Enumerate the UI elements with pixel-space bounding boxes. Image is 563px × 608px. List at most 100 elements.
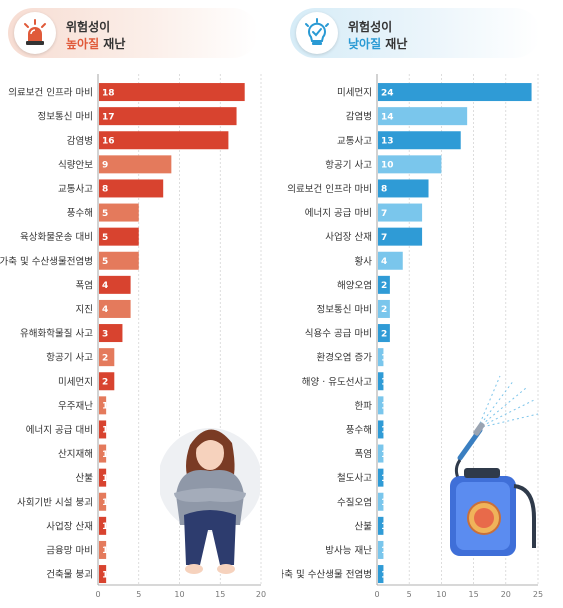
- x-tick-label: 0: [374, 590, 379, 599]
- bar: [99, 131, 229, 150]
- bar-value-label: 1: [102, 474, 108, 484]
- category-label: 에너지 공급 대비: [26, 425, 93, 436]
- bar: [99, 299, 131, 318]
- category-label: 한파: [355, 401, 373, 412]
- category-label: 식용수 공급 마비: [305, 329, 372, 340]
- category-label: 환경오염 증가: [317, 352, 373, 364]
- bar-value-label: 1: [102, 522, 108, 532]
- bar: [378, 251, 403, 270]
- x-tick-label: 15: [215, 590, 225, 599]
- bar-value-label: 1: [102, 426, 108, 436]
- bar-value-label: 3: [102, 329, 108, 339]
- bar: [378, 565, 384, 584]
- x-tick-label: 20: [256, 590, 266, 599]
- bar: [378, 203, 423, 222]
- bar: [378, 444, 384, 463]
- x-tick-label: 0: [95, 590, 100, 599]
- bar: [99, 275, 131, 294]
- bar: [378, 516, 384, 535]
- category-label: 가축 및 수산생물전염병: [0, 255, 93, 267]
- category-label: 미세먼지: [337, 88, 372, 99]
- category-label: 사회기반 시설 붕괴: [17, 497, 93, 508]
- bar: [378, 372, 384, 391]
- bar: [99, 444, 107, 463]
- bar: [99, 155, 172, 174]
- category-label: 교통사고: [337, 136, 372, 147]
- x-tick-label: 10: [174, 590, 184, 599]
- category-label: 수질오염: [337, 496, 372, 508]
- bar-value-label: 10: [381, 161, 394, 171]
- bar: [99, 203, 139, 222]
- bar: [99, 516, 107, 535]
- x-tick-label: 15: [469, 590, 479, 599]
- category-label: 사업장 산재: [46, 520, 93, 532]
- bar: [99, 468, 107, 487]
- bar-value-label: 1: [381, 546, 387, 556]
- bar-value-label: 2: [381, 305, 387, 315]
- bar-value-label: 1: [381, 377, 387, 387]
- right-header-line2: 낮아질 재난: [348, 35, 407, 52]
- category-label: 폭염: [355, 449, 372, 460]
- bar: [99, 420, 107, 439]
- right-header-line1: 위험성이: [348, 20, 393, 34]
- category-label: 항공기 사고: [46, 353, 93, 364]
- bar: [99, 492, 107, 511]
- bar-value-label: 1: [102, 402, 108, 412]
- bar-value-label: 9: [102, 161, 108, 171]
- right-panel-low-risk: 위험성이 낮아질 재난 0 5 10 15 20 25 미세먼지 24 감염병 14 교통사고 13 항…: [282, 0, 563, 608]
- bar: [378, 83, 532, 102]
- left-panel-high-risk: 위험성이 높아질 재난 0 5 10 15 20 의료보건 인프라 마비 18 정보통신 마비…: [0, 8, 266, 599]
- bar-value-label: 1: [381, 522, 387, 532]
- bar: [378, 275, 390, 294]
- x-tick-label: 5: [407, 590, 412, 599]
- bar-value-label: 4: [381, 257, 387, 267]
- bar-value-label: 1: [381, 402, 387, 412]
- bar: [378, 492, 384, 511]
- bar-value-label: 1: [381, 474, 387, 484]
- category-label: 항공기 사고: [325, 160, 372, 171]
- bar-value-label: 1: [381, 570, 387, 580]
- bar: [378, 324, 390, 343]
- left-header-line1: 위험성이: [66, 20, 111, 34]
- left-header: 위험성이 높아질 재난: [8, 8, 258, 58]
- bar: [378, 299, 390, 318]
- category-label: 풍수해: [346, 424, 372, 436]
- bar-value-label: 1: [102, 546, 108, 556]
- bar: [378, 420, 384, 439]
- category-label: 해양 · 유도선사고: [302, 376, 372, 388]
- category-label: 에너지 공급 마비: [305, 208, 372, 219]
- bar: [99, 372, 115, 391]
- bar: [99, 107, 237, 126]
- category-label: 의료보건 인프라 마비: [287, 184, 372, 195]
- category-label: 사업장 산재: [325, 231, 372, 243]
- bar: [99, 396, 107, 415]
- lightbulb-check-icon: [305, 18, 329, 45]
- category-label: 의료보건 인프라 마비: [8, 88, 93, 99]
- bar: [99, 179, 164, 198]
- left-header-highlight: 높아질: [66, 37, 100, 51]
- x-tick-label: 25: [533, 590, 543, 599]
- bar-value-label: 5: [102, 233, 108, 243]
- bar-value-label: 5: [102, 209, 108, 219]
- bar-value-label: 2: [102, 353, 108, 363]
- siren-icon: [24, 19, 46, 45]
- bar-value-label: 1: [102, 498, 108, 508]
- bar-value-label: 14: [381, 112, 394, 122]
- bar-value-label: 4: [102, 281, 108, 291]
- category-label: 유해화학물질 사고: [20, 328, 93, 340]
- category-label: 정보통신 마비: [38, 112, 93, 123]
- bar-value-label: 1: [381, 450, 387, 460]
- bar-value-label: 5: [102, 257, 108, 267]
- category-label: 산지재해: [58, 448, 93, 460]
- bar: [378, 348, 384, 367]
- category-label: 교통사고: [58, 184, 93, 195]
- bar: [378, 131, 461, 150]
- right-header: 위험성이 낮아질 재난: [290, 8, 540, 58]
- category-label: 방사능 재난: [325, 545, 372, 556]
- right-header-rest: 재난: [381, 37, 408, 51]
- bar-value-label: 2: [381, 329, 387, 339]
- bar: [378, 107, 468, 126]
- category-label: 황사: [355, 256, 373, 267]
- bar-value-label: 13: [381, 136, 394, 146]
- bar: [378, 179, 429, 198]
